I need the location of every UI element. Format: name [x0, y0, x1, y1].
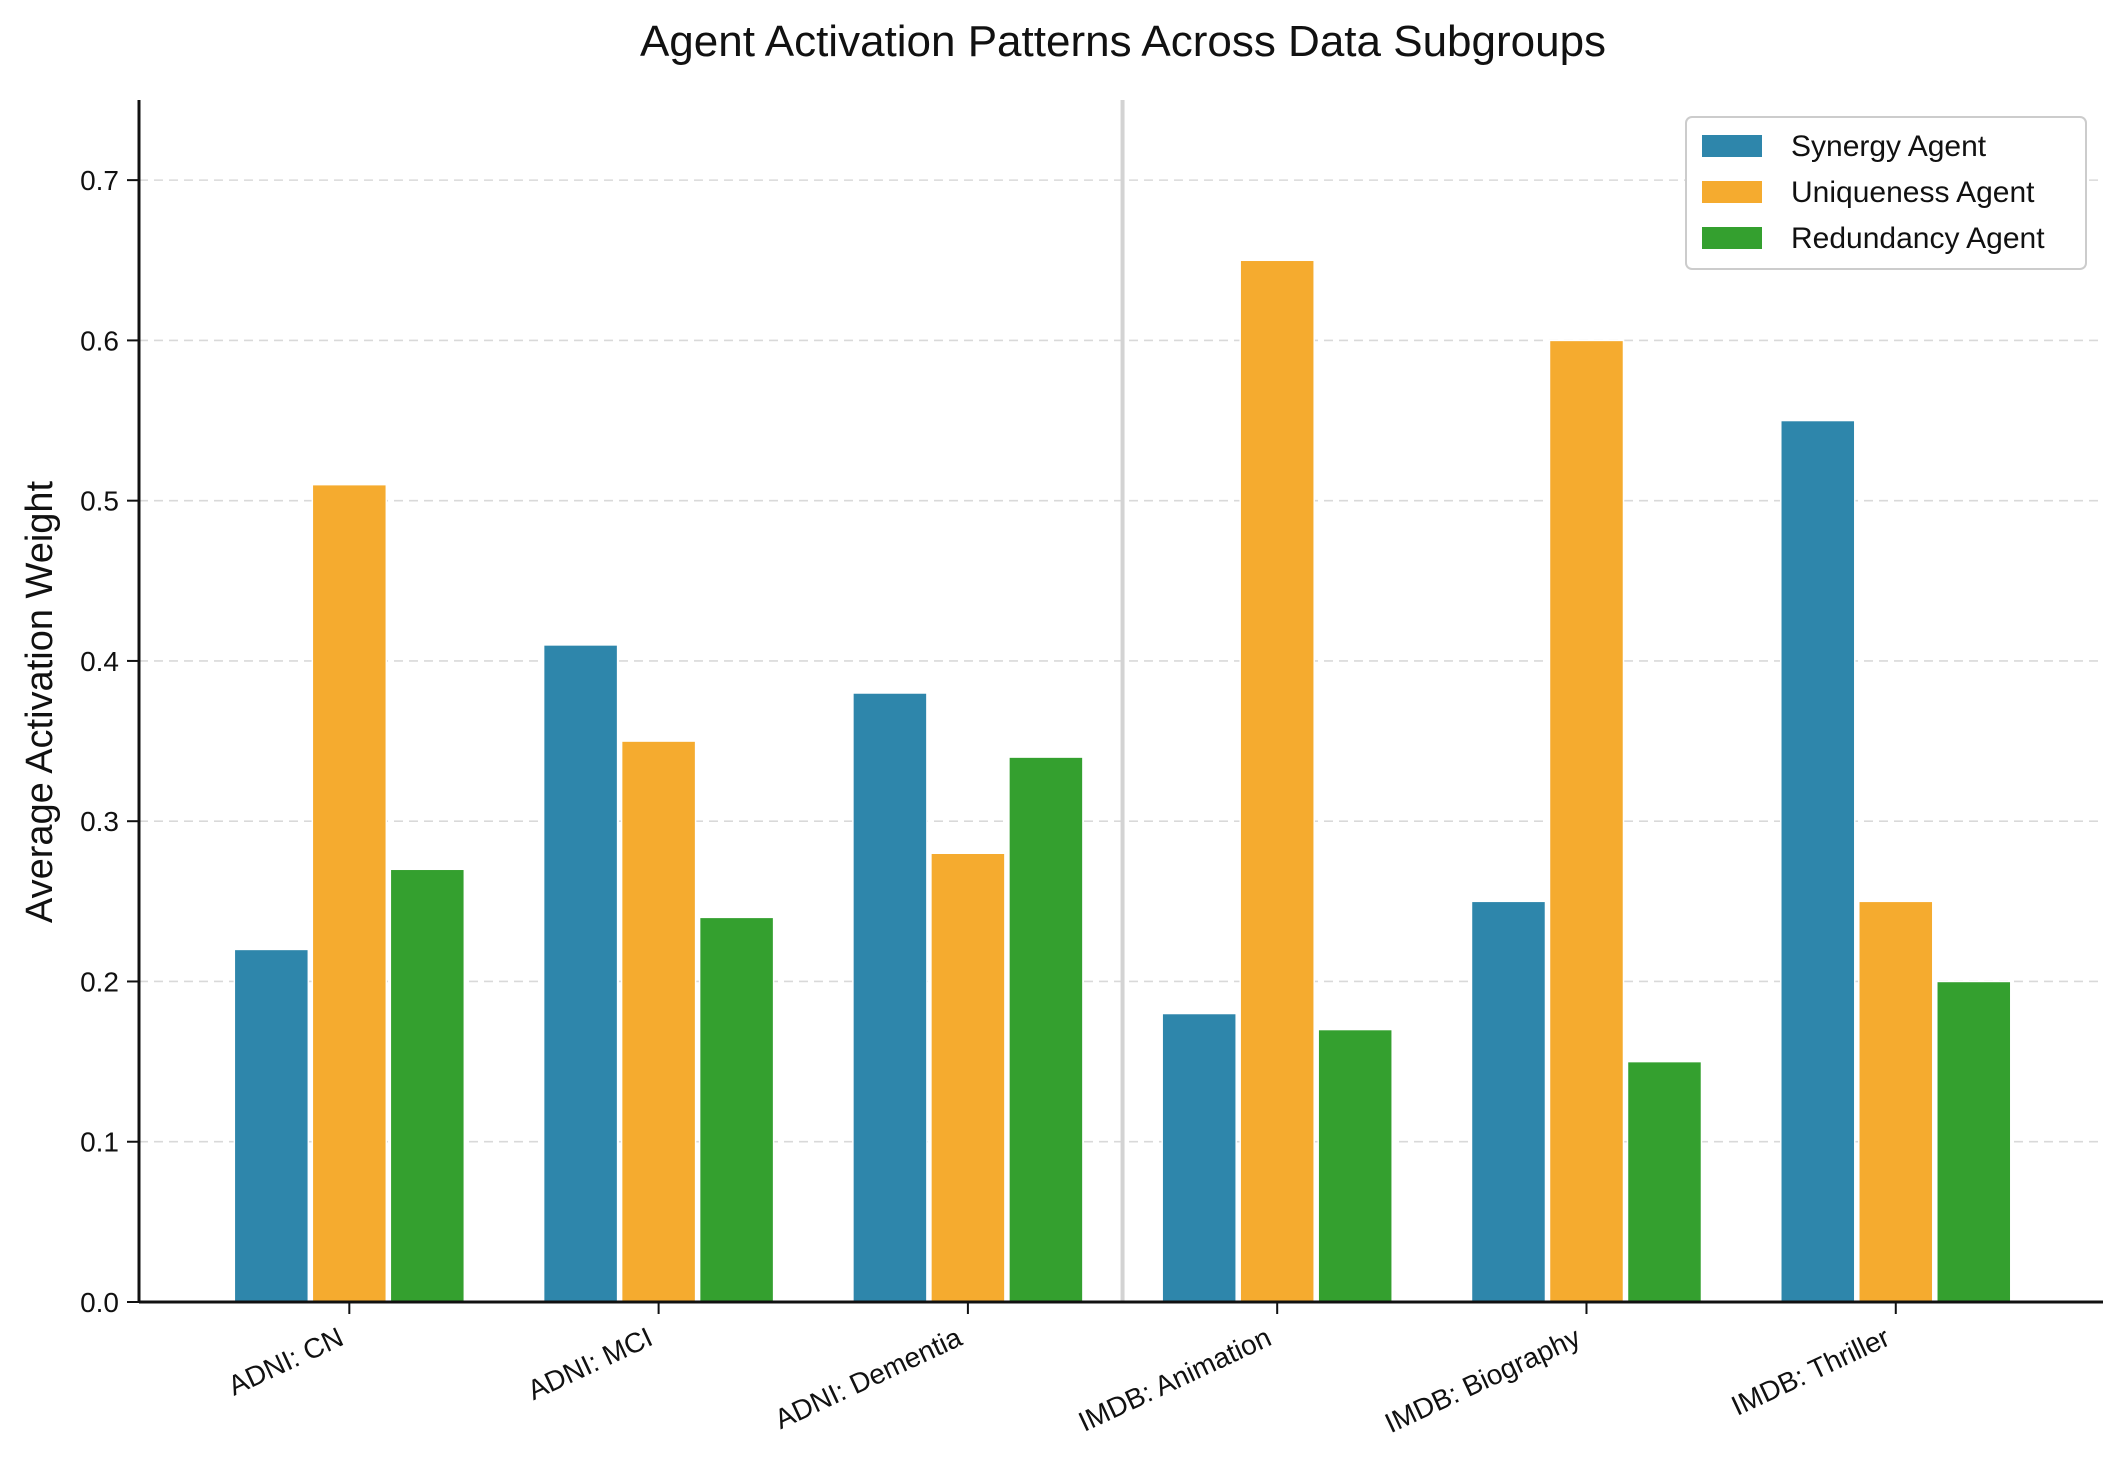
chart-title: Agent Activation Patterns Across Data Su…	[640, 17, 1606, 66]
y-tick-label: 0.4	[80, 646, 119, 677]
bar-synergy-agent	[1161, 1012, 1237, 1303]
bar-synergy-agent	[233, 948, 310, 1303]
bar-uniqueness-agent	[1548, 339, 1625, 1303]
bar-uniqueness-agent	[1858, 900, 1934, 1303]
x-tick-label: IMDB: Thriller	[1727, 1321, 1895, 1421]
legend-swatch	[1702, 227, 1762, 249]
y-tick-label: 0.6	[80, 325, 119, 356]
bar-redundancy-agent	[698, 916, 775, 1303]
x-tick-label: IMDB: Biography	[1380, 1321, 1585, 1439]
legend: Synergy Agent Uniqueness Agent Redundancy …	[1685, 116, 2087, 270]
x-tick-label: ADNI: Dementia	[770, 1321, 967, 1435]
y-tick-label: 0.0	[80, 1287, 119, 1318]
bar-uniqueness-agent	[311, 483, 388, 1303]
x-ticks: ADNI: CN ADNI: MCI ADNI: Dementia IMDB: Ani…	[223, 1302, 1897, 1439]
y-tick-label: 0.7	[80, 165, 119, 196]
legend-swatch	[1702, 135, 1762, 157]
bar-synergy-agent	[1780, 419, 1856, 1303]
legend-swatch	[1702, 181, 1762, 203]
bar-redundancy-agent	[1317, 1028, 1393, 1303]
y-axis-label: Average Activation Weight	[19, 480, 61, 923]
bar-synergy-agent	[542, 644, 619, 1303]
bar-uniqueness-agent	[930, 852, 1006, 1303]
legend-label: Redundancy Agent	[1791, 222, 2045, 255]
x-tick-label: ADNI: CN	[223, 1321, 347, 1401]
bar-redundancy-agent	[389, 868, 466, 1303]
bar-redundancy-agent	[1936, 980, 2012, 1303]
y-tick-label: 0.2	[80, 966, 119, 997]
legend-label: Synergy Agent	[1791, 130, 1987, 163]
bar-redundancy-agent	[1008, 756, 1084, 1303]
y-tick-label: 0.1	[80, 1127, 119, 1158]
axes	[137, 100, 2103, 1304]
bar-synergy-agent	[1470, 900, 1547, 1303]
y-ticks: 0.0 0.1 0.2 0.3 0.4 0.5 0.6 0.7	[80, 165, 139, 1318]
y-tick-label: 0.3	[80, 806, 119, 837]
bar-redundancy-agent	[1626, 1060, 1703, 1303]
bar-synergy-agent	[852, 692, 928, 1303]
x-tick-label: ADNI: MCI	[523, 1321, 657, 1406]
legend-label: Uniqueness Agent	[1791, 176, 2035, 209]
x-tick-label: IMDB: Animation	[1074, 1321, 1276, 1437]
bar-uniqueness-agent	[1239, 259, 1315, 1303]
bar-uniqueness-agent	[620, 740, 697, 1303]
y-tick-label: 0.5	[80, 486, 119, 517]
legend-box	[1685, 116, 2087, 270]
